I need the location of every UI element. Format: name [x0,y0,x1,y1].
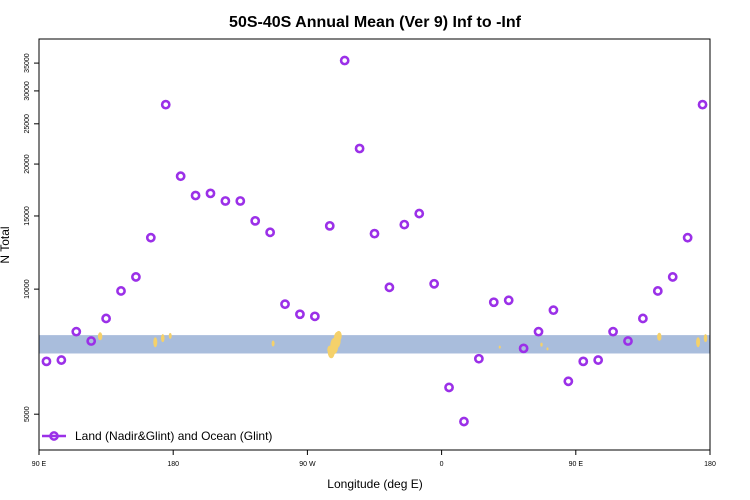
land-fragment [153,337,158,348]
land-fragment [546,347,549,351]
data-point [384,282,395,293]
land-fragment [696,337,701,348]
y-axis: 5000 10000 15000 20000 25000 30000 35000 [24,53,39,422]
x-tick-label: 180 [167,461,179,468]
data-point [250,215,261,226]
data-point [563,376,574,387]
ocean-band-layer [39,335,710,354]
data-point [429,278,440,289]
land-fragment [160,334,165,343]
data-point [86,336,97,346]
data-point [593,355,604,365]
data-point [41,356,52,367]
data-point [175,171,186,182]
land-fragment [335,330,342,341]
y-tick-label: 35000 [24,53,31,73]
data-point [608,326,618,337]
ocean-band [39,335,710,354]
data-point [533,326,544,337]
land-fragment [327,345,333,354]
y-tick-label: 10000 [24,279,31,299]
land-fragment [97,332,103,341]
y-tick-label: 30000 [24,81,31,101]
data-point [235,196,246,206]
data-point [488,297,499,308]
x-tick-label: 90 E [569,461,584,468]
y-tick-label: 20000 [24,154,31,174]
y-tick-label: 25000 [24,114,31,134]
data-point [369,228,380,239]
data-point [548,305,559,316]
legend-label: Land (Nadir&Glint) and Ocean (Glint) [75,429,272,443]
data-point [399,219,410,230]
x-tick-label: 180 [704,461,716,468]
data-point [295,309,305,320]
data-point [652,286,663,296]
data-point [414,208,425,219]
data-point [578,356,589,367]
data-point [160,99,171,110]
legend-marker [49,431,59,441]
data-point [682,232,693,243]
land-fragment [498,345,501,349]
data-point [56,355,67,365]
data-point [324,220,335,231]
data-point [444,382,454,393]
data-point [205,188,216,199]
y-axis-label: N Total [0,226,12,263]
x-tick-label: 0 [440,461,444,468]
data-point [101,313,111,324]
data-point [638,313,648,324]
data-point [667,272,678,282]
data-point [309,311,320,322]
data-point [697,99,708,110]
chart-title: 50S-40S Annual Mean (Ver 9) Inf to -Inf [229,14,522,31]
data-point [503,295,514,306]
land-fragment [540,342,543,347]
x-tick-label: 90 E [32,461,47,468]
plot-frame [38,38,711,451]
x-tick-label: 90 W [299,461,316,468]
data-point [220,196,231,206]
legend: Land (Nadir&Glint) and Ocean (Glint) [42,429,272,443]
data-point [354,143,365,154]
data-point [518,343,529,354]
land-fragment [703,334,708,343]
data-point [623,336,633,346]
land-fragment [271,340,275,347]
data-point [265,227,276,238]
y-tick-label: 15000 [24,206,31,226]
y-tick-label: 5000 [24,406,31,422]
data-points [41,55,708,427]
x-axis-label: Longitude (deg E) [327,477,422,491]
data-point [116,286,126,296]
land-fragment [168,332,172,339]
land-mask-layer [97,330,708,359]
data-point [339,55,350,66]
data-point [459,416,469,427]
data-point [280,299,290,310]
data-point [131,272,141,282]
data-point [473,353,484,364]
land-fragment [657,332,662,341]
data-point [145,232,156,243]
x-axis: 90 E 180 90 W 0 90 E 180 [32,450,716,468]
data-point [190,190,201,201]
data-point [71,326,82,337]
